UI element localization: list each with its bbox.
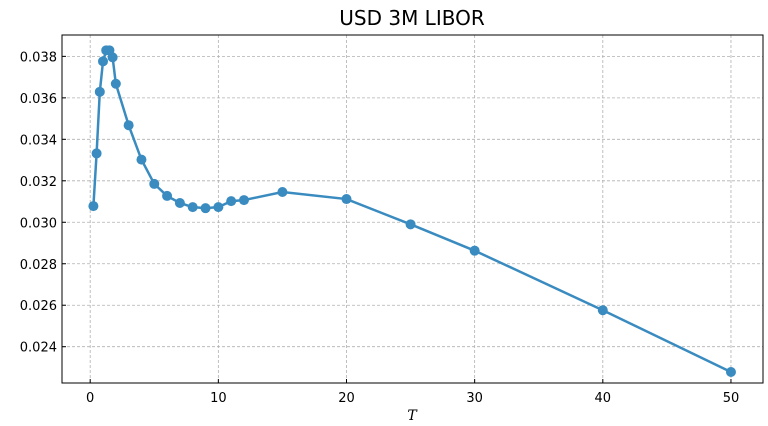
data-point <box>94 86 105 97</box>
data-point <box>187 202 198 213</box>
x-tick-label: 10 <box>210 391 227 406</box>
data-point <box>405 219 416 230</box>
data-point <box>136 154 147 165</box>
series-line <box>92 49 732 374</box>
data-point <box>200 203 211 214</box>
data-point <box>341 194 352 205</box>
data-point <box>174 197 185 208</box>
y-tick-label: 0.024 <box>20 341 57 356</box>
data-point <box>149 178 160 189</box>
chart-title: USD 3M LIBOR <box>339 6 485 30</box>
y-tick-label: 0.038 <box>20 50 57 65</box>
data-point <box>107 52 118 63</box>
y-tick-label: 0.028 <box>20 258 57 273</box>
data-point <box>469 245 480 256</box>
data-point <box>110 78 121 89</box>
data-point <box>277 186 288 197</box>
y-tick-label: 0.026 <box>20 299 57 314</box>
plot-frame <box>61 34 764 384</box>
data-point <box>88 201 99 212</box>
grid <box>62 35 763 383</box>
data-point <box>162 190 173 201</box>
data-point <box>725 367 736 378</box>
x-tick-label: 30 <box>466 391 483 406</box>
y-tick-label: 0.032 <box>20 175 57 190</box>
data-point <box>91 148 102 159</box>
x-tick-label: 20 <box>338 391 355 406</box>
y-tick-label: 0.036 <box>20 92 57 107</box>
ticks: 0 10 20 30 40 50 0.024 0.026 0.028 0.030 0.032 0.03… <box>20 50 739 406</box>
data-point <box>238 195 249 206</box>
y-tick-label: 0.030 <box>20 216 57 231</box>
y-tick-label: 0.034 <box>20 133 57 148</box>
x-axis-label: T <box>407 408 418 424</box>
x-tick-label: 0 <box>86 391 94 406</box>
data-point <box>98 56 109 67</box>
data-point <box>597 305 608 316</box>
data-point <box>123 120 134 131</box>
x-tick-label: 40 <box>595 391 612 406</box>
data-point <box>226 196 237 207</box>
data-point <box>213 202 224 213</box>
x-tick-label: 50 <box>723 391 740 406</box>
series-line-group <box>88 45 736 378</box>
